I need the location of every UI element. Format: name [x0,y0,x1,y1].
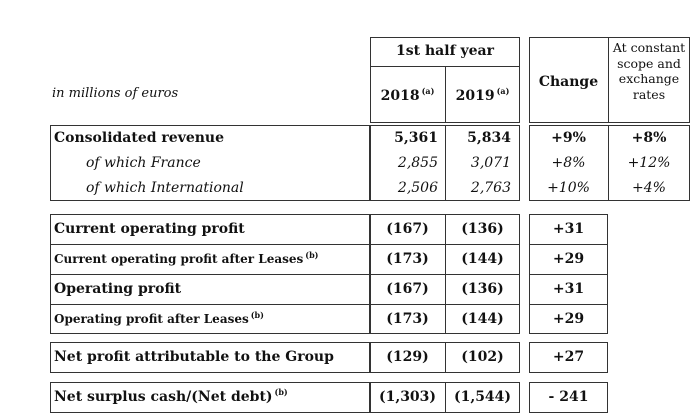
value-change: - 241 [548,389,589,405]
value-change: +29 [552,251,585,267]
value-2018: (129) [386,349,429,365]
change-header: Change [538,74,599,90]
value-2019: (102) [461,349,504,365]
value-change: +10% [547,180,590,196]
value-2019: (136) [461,281,504,297]
units-label: in millions of euros [52,86,179,101]
value-change: +9% [551,130,586,146]
revenue-change-box [529,125,690,201]
value-constant: +8% [631,130,667,146]
value-2019: (1,544) [453,389,512,405]
value-2018: (173) [386,311,429,327]
row-label: Net surplus cash/(Net debt) (b) [54,387,288,405]
value-change: +29 [552,311,585,327]
value-2018: 5,361 [394,130,438,146]
year-2018-header: 2018 (a) [380,86,435,104]
row-label: Net profit attributable to the Group [54,349,334,365]
value-2018: (1,303) [378,389,437,405]
change-header-box [529,37,690,123]
row-label: Operating profit [54,281,182,297]
value-change: +27 [552,349,585,365]
value-2019: (136) [461,221,504,237]
value-2018: 2,506 [397,180,438,196]
value-2019: 2,763 [470,180,511,196]
value-2019: 3,071 [470,155,511,171]
row-label: of which International [86,180,244,196]
net-cash-label-box [50,382,370,413]
period-label: 1st half year [396,43,494,59]
value-change: +8% [551,155,586,171]
net-profit-change-box [529,342,608,373]
value-constant: +4% [632,180,666,196]
value-2019: (144) [461,311,504,327]
value-2018: (167) [386,281,429,297]
change-column-divider [608,37,609,123]
net-profit-label-box [50,342,370,373]
year-column-divider [445,66,446,123]
value-2019: 5,834 [467,130,511,146]
row-label: Operating profit after Leases (b) [54,310,264,326]
row-label: of which France [86,155,201,171]
year-2019-header: 2019 (a) [455,86,510,104]
row-label: Consolidated revenue [54,130,225,146]
row-label: Current operating profit after Leases (b) [54,250,319,266]
value-change: +31 [552,281,585,297]
net-cash-change-box [529,382,608,413]
revenue-label-box [50,125,370,201]
value-2019: (144) [461,251,504,267]
value-change: +31 [552,221,585,237]
constant-scope-header: At constant scope and exchange rates [612,40,686,102]
value-constant: +12% [627,155,671,171]
value-2018: 2,855 [397,155,438,171]
row-label: Current operating profit [54,221,245,237]
value-2018: (167) [386,221,429,237]
value-2018: (173) [386,251,429,267]
